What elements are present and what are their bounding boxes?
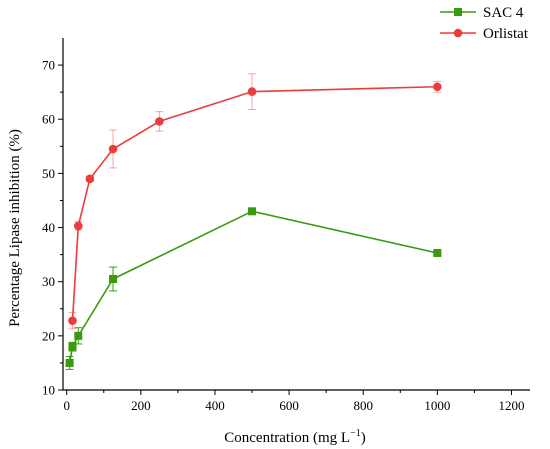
data-point-circle <box>85 174 95 184</box>
series-sac-4 <box>65 207 442 370</box>
series-line <box>68 210 438 364</box>
x-tick-label: 600 <box>279 398 299 413</box>
y-axis-ticks: 10 20 30 40 50 60 70 <box>42 58 63 398</box>
data-point-circle <box>68 316 77 325</box>
x-axis-title: Concentration (mg L−1) <box>224 428 365 446</box>
data-point-square <box>68 342 77 351</box>
legend-marker-square <box>454 8 462 16</box>
y-axis-title: Percentage Lipase inhibition (%) <box>7 129 23 327</box>
x-axis-ticks: 0 200 400 600 800 1000 1200 <box>63 390 524 413</box>
y-tick-label: 70 <box>42 58 55 73</box>
data-point-circle <box>108 144 118 154</box>
series-line <box>71 85 438 321</box>
data-point-square <box>248 207 257 216</box>
y-tick-label: 50 <box>42 166 55 181</box>
data-point-square <box>433 248 442 257</box>
y-tick-label: 20 <box>42 328 55 343</box>
data-point-circle <box>247 87 257 96</box>
data-point-circle <box>155 117 164 126</box>
y-tick-label: 60 <box>42 112 55 127</box>
data-point-circle <box>433 82 442 92</box>
y-tick-label: 30 <box>42 274 55 289</box>
x-tick-label: 1200 <box>498 398 524 413</box>
x-tick-label: 200 <box>131 398 151 413</box>
series-layer <box>65 73 442 370</box>
data-point-circle <box>73 221 83 231</box>
x-tick-label: 800 <box>353 398 373 413</box>
y-tick-label: 40 <box>42 220 55 235</box>
y-tick-label: 10 <box>42 383 55 398</box>
x-tick-label: 400 <box>205 398 225 413</box>
legend-marker-circle <box>453 28 463 38</box>
data-point-square <box>109 274 118 283</box>
series-orlistat <box>68 73 442 330</box>
data-point-square <box>65 358 74 367</box>
legend-label: Orlistat <box>483 26 529 42</box>
x-tick-label: 0 <box>63 398 70 413</box>
data-point-square <box>74 331 83 340</box>
x-tick-label: 1000 <box>424 398 450 413</box>
legend-label: SAC 4 <box>483 5 524 21</box>
axes: 0 200 400 600 800 1000 1200 10 20 30 40 50 60 70 <box>42 38 530 413</box>
legend: SAC 4 Orlistat <box>440 5 529 42</box>
